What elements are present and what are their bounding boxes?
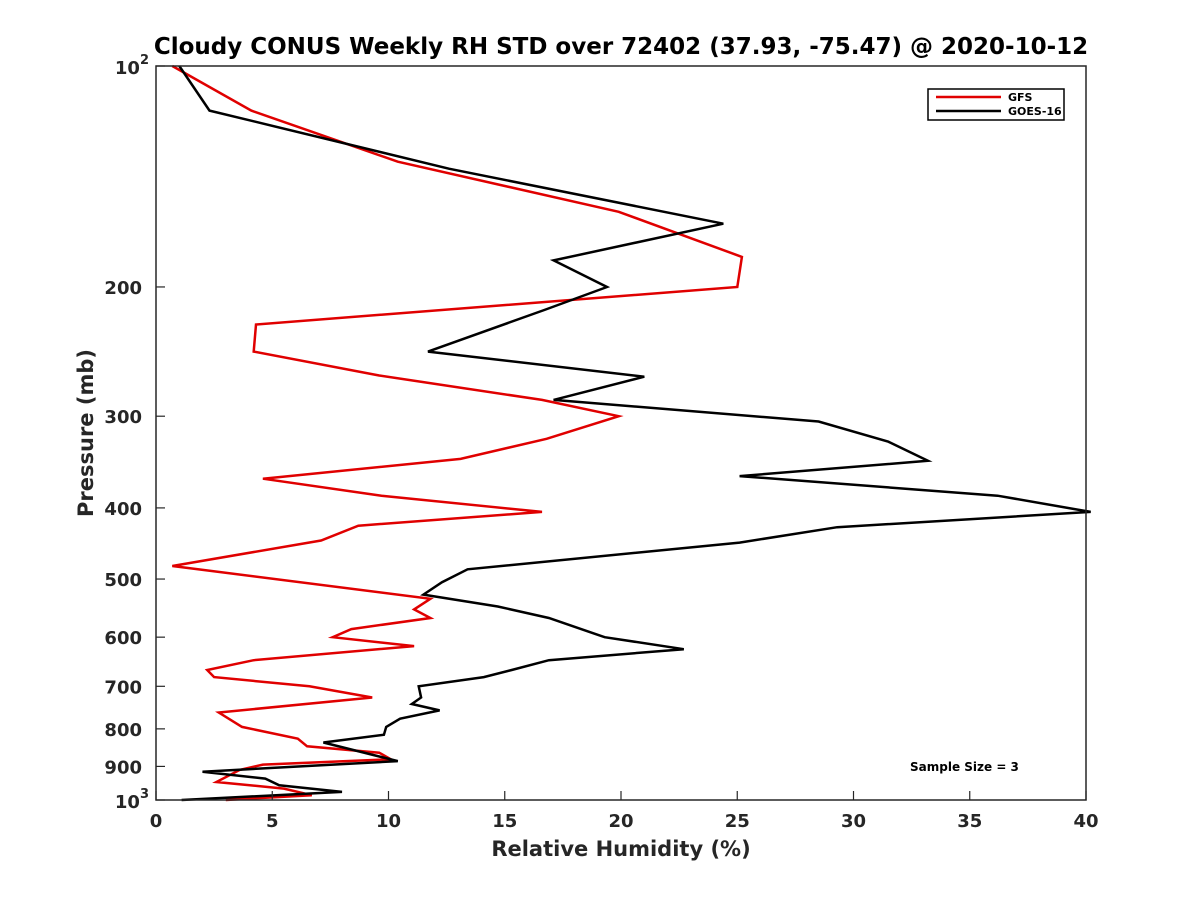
y-tick-label: 200: [104, 278, 142, 299]
x-tick-label: 35: [957, 811, 982, 832]
y-axis-label: Pressure (mb): [74, 349, 98, 517]
y-tick-label: 800: [104, 720, 142, 741]
x-tick-label: 40: [1073, 811, 1098, 832]
x-tick-label: 0: [150, 811, 163, 832]
legend-label-gfs: GFS: [1008, 91, 1033, 104]
series-line-gfs: [171, 64, 744, 802]
y-tick-label: 400: [104, 499, 142, 520]
x-axis-label: Relative Humidity (%): [491, 837, 750, 861]
legend: GFS GOES-16: [927, 88, 1065, 121]
series-line-goes-16: [178, 65, 1091, 802]
x-tick-label: 25: [725, 811, 750, 832]
series-layer: [171, 64, 1091, 802]
y-tick-label: 900: [104, 757, 142, 778]
x-tick-label: 10: [376, 811, 401, 832]
legend-label-goes16: GOES-16: [1008, 105, 1062, 118]
axes-layer: 0 5 10 15 20 25 30 35 40102200300400500600700800…: [104, 53, 1098, 832]
y-tick-label: 600: [104, 628, 142, 649]
legend-box: [927, 88, 1065, 121]
x-tick-label: 5: [266, 811, 279, 832]
chart-title: Cloudy CONUS Weekly RH STD over 72402 (3…: [154, 34, 1088, 60]
y-tick-label: 700: [104, 677, 142, 698]
x-tick-label: 15: [492, 811, 517, 832]
x-tick-label: 20: [608, 811, 633, 832]
sample-size-annotation: Sample Size = 3: [910, 760, 1019, 774]
y-tick-label: 300: [104, 407, 142, 428]
y-tick-label: 500: [104, 570, 142, 591]
x-tick-label: 30: [841, 811, 866, 832]
